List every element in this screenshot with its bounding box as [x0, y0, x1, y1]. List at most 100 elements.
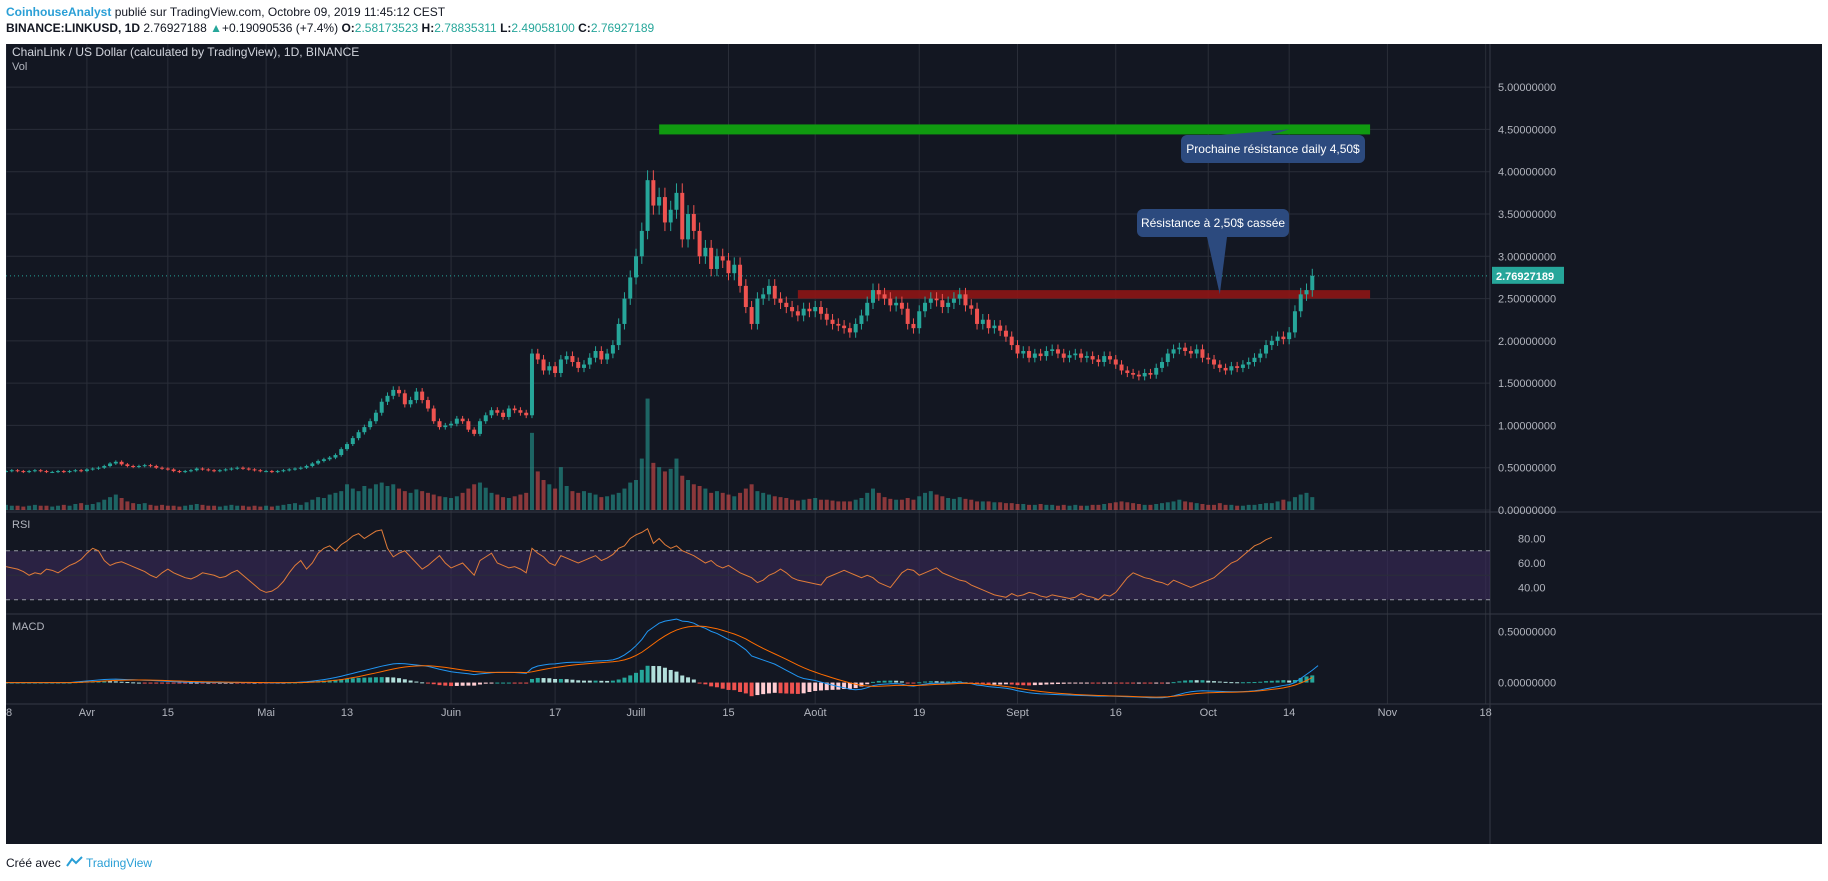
candle-body: [697, 230, 702, 257]
macd-histogram-bar: [610, 680, 615, 683]
volume-bar: [437, 496, 442, 510]
macd-histogram-bar: [1003, 682, 1008, 685]
time-axis-tick: 17: [549, 707, 561, 719]
macd-histogram-bar: [1264, 681, 1269, 683]
volume-bar: [969, 499, 974, 510]
candle-body: [1183, 347, 1188, 352]
macd-histogram-bar: [154, 682, 159, 684]
macd-histogram-bar: [1096, 682, 1101, 684]
volume-bar: [726, 494, 731, 510]
macd-histogram-bar: [1067, 682, 1072, 684]
macd-histogram-bar: [379, 677, 384, 683]
red-resistance-zone: [797, 290, 1371, 299]
rsi-axis-tick: 60.00: [1518, 558, 1546, 570]
macd-histogram-bar: [853, 682, 858, 689]
author-link[interactable]: CoinhouseAnalyst: [6, 5, 112, 19]
volume-bar: [194, 504, 199, 510]
high-value: 2.78835311: [434, 21, 497, 35]
volume-bar: [1061, 504, 1066, 510]
candle-body: [310, 463, 315, 467]
candle-body: [472, 429, 477, 434]
candle-body: [1044, 351, 1049, 357]
volume-bar: [6, 504, 8, 510]
callout-text: Résistance à 2,50$ cassée: [1141, 216, 1285, 230]
volume-bar: [749, 484, 754, 510]
candle-body: [38, 470, 43, 472]
candle-body: [402, 393, 407, 405]
macd-histogram-bar: [235, 682, 240, 684]
volume-bar: [258, 506, 263, 510]
macd-histogram-bar: [420, 682, 425, 684]
candle-body: [1194, 349, 1199, 354]
candle-body: [1160, 362, 1164, 368]
volume-bar: [1177, 499, 1182, 510]
macd-histogram-bar: [720, 682, 725, 689]
macd-histogram-bar: [223, 682, 228, 684]
volume-bar: [703, 488, 708, 510]
volume-bar: [992, 502, 997, 510]
candle-body: [558, 359, 563, 373]
macd-histogram-bar: [171, 682, 176, 684]
volume-bar: [1096, 504, 1101, 510]
candle-body: [940, 300, 945, 308]
volume-bar: [466, 488, 471, 510]
candle-body: [373, 412, 378, 422]
macd-histogram-bar: [576, 680, 581, 683]
candle-body: [587, 357, 592, 365]
chart-canvas[interactable]: ChainLink / US Dollar (calculated by Tra…: [6, 44, 1822, 844]
price-axis-tick: 0.50000000: [1498, 463, 1556, 475]
footer-brand-link[interactable]: TradingView: [86, 856, 153, 870]
candle-body: [21, 471, 26, 473]
chart-header: CoinhouseAnalyst publié sur TradingView.…: [6, 4, 1822, 36]
volume-bar: [1281, 499, 1286, 510]
candle-body: [795, 311, 800, 316]
time-axis-tick: 19: [913, 707, 925, 719]
volume-bar: [379, 482, 384, 510]
candle-body: [714, 256, 719, 269]
macd-histogram-bar: [587, 680, 592, 683]
volume-bar: [90, 504, 95, 510]
macd-histogram-bar: [732, 682, 737, 691]
volume-bar: [316, 497, 321, 510]
candle-body: [818, 307, 823, 314]
candle-body: [934, 298, 939, 301]
chart-area[interactable]: ChainLink / US Dollar (calculated by Tra…: [6, 44, 1822, 844]
macd-histogram-bar: [928, 681, 933, 683]
candle-body: [113, 461, 118, 464]
volume-bar: [385, 486, 390, 510]
macd-histogram-bar: [1148, 682, 1153, 684]
volume-bar: [738, 492, 743, 510]
candle-body: [90, 468, 95, 470]
macd-histogram-bar: [599, 680, 604, 683]
candle-body: [605, 353, 610, 360]
macd-histogram-bar: [876, 680, 881, 683]
macd-histogram-bar: [414, 681, 419, 683]
candle-body: [489, 410, 494, 416]
volume-bar: [1102, 504, 1107, 510]
volume-bar: [691, 484, 696, 510]
volume-bar: [142, 503, 147, 510]
low-value: 2.49058100: [511, 21, 575, 35]
volume-bar: [1246, 504, 1251, 510]
green-resistance-zone: [659, 124, 1371, 135]
macd-histogram-bar: [345, 678, 350, 683]
macd-histogram-bar: [541, 678, 546, 683]
candle-body: [194, 468, 199, 471]
volume-bar: [402, 491, 407, 510]
volume-bar: [587, 492, 592, 510]
price-axis-tick: 4.50000000: [1498, 124, 1556, 136]
volume-bar: [1084, 505, 1089, 510]
macd-histogram-bar: [865, 682, 870, 685]
volume-bar: [674, 458, 679, 510]
macd-histogram-bar: [836, 682, 841, 690]
rsi-label: RSI: [12, 519, 30, 531]
volume-bar: [102, 499, 107, 510]
volume-bar: [1079, 505, 1084, 510]
candle-body: [269, 471, 274, 473]
volume-bar: [998, 502, 1003, 510]
volume-bar: [27, 505, 32, 510]
volume-bar: [1298, 494, 1303, 510]
candle-body: [212, 470, 217, 472]
macd-histogram-bar: [1050, 682, 1055, 685]
macd-histogram-bar: [339, 679, 344, 683]
